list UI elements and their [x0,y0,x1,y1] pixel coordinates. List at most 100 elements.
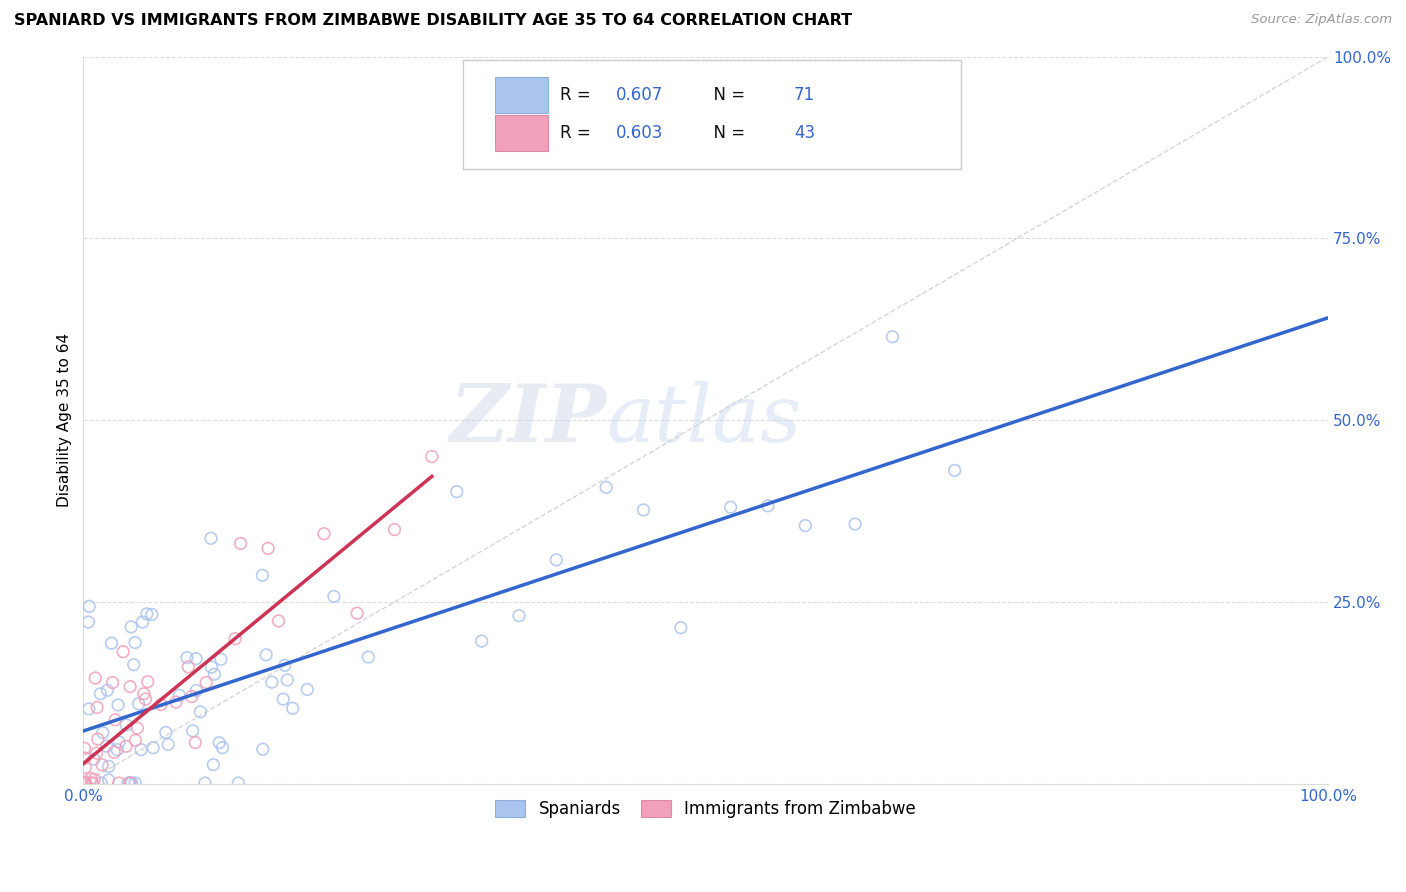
Point [115,739,138,754]
Point [595,480,617,494]
Point [91,725,114,739]
Point [177,660,200,674]
Point [104,713,127,727]
Point [186,683,208,698]
Point [254,648,277,662]
Point [224,632,246,646]
Point [184,736,207,750]
Point [200,531,222,545]
Point [322,590,344,604]
Text: SPANIARD VS IMMIGRANTS FROM ZIMBABWE DISABILITY AGE 35 TO 64 CORRELATION CHART: SPANIARD VS IMMIGRANTS FROM ZIMBABWE DIS… [14,13,852,29]
Point [228,776,250,790]
Text: 0.607: 0.607 [616,87,664,104]
Point [107,698,129,712]
Point [141,607,163,622]
Text: 71: 71 [794,87,815,104]
Point [274,658,297,673]
Point [121,776,143,790]
Text: Source: ZipAtlas.com: Source: ZipAtlas.com [1251,13,1392,27]
Point [176,650,198,665]
Point [97,759,120,773]
Point [77,599,100,614]
FancyBboxPatch shape [463,61,960,169]
Text: R =: R = [560,124,596,142]
Point [117,776,139,790]
Point [124,776,146,790]
Point [165,695,187,709]
Point [115,718,138,732]
Text: R =: R = [560,87,596,104]
Point [127,721,149,735]
Point [131,615,153,629]
Point [73,775,96,789]
Point [86,746,108,760]
Point [508,608,530,623]
Point [208,736,231,750]
Point [346,606,368,620]
Point [132,687,155,701]
Point [194,776,217,790]
Point [633,503,655,517]
Point [128,697,150,711]
Point [124,635,146,649]
Point [87,732,110,747]
Point [103,745,125,759]
Point [122,657,145,672]
Point [129,742,152,756]
Point [195,675,218,690]
Point [73,776,96,790]
Point [229,536,252,550]
Point [357,650,380,665]
Point [84,671,107,685]
Point [312,526,335,541]
Point [756,499,779,513]
Point [257,541,280,556]
Point [75,776,97,790]
Point [271,692,294,706]
Point [943,463,966,477]
Point [100,636,122,650]
Point [882,330,904,344]
Point [135,607,157,621]
Text: atlas: atlas [606,382,801,459]
Point [73,776,96,790]
Point [108,735,131,749]
Point [77,702,100,716]
Point [105,742,128,756]
Point [91,757,114,772]
Point [86,700,108,714]
Text: ZIP: ZIP [450,382,606,459]
Point [252,742,274,756]
Point [169,689,191,703]
Point [267,614,290,628]
Point [157,738,180,752]
Point [75,776,97,790]
Point [82,776,104,790]
Point [181,723,204,738]
Point [136,674,159,689]
Point [252,568,274,582]
Point [124,733,146,747]
Point [384,523,406,537]
FancyBboxPatch shape [495,78,547,113]
Point [184,651,207,665]
Point [150,698,173,712]
Point [75,760,97,774]
Point [446,484,468,499]
Point [471,634,494,648]
Point [107,776,129,790]
Point [844,516,866,531]
Point [80,776,103,790]
Point [73,741,96,756]
Point [211,740,233,755]
Text: 0.603: 0.603 [616,124,664,142]
Text: N =: N = [703,87,751,104]
Point [669,621,692,635]
Point [101,675,124,690]
Text: 43: 43 [794,124,815,142]
Point [120,776,142,790]
Point [90,776,112,790]
Point [118,776,141,790]
Point [75,751,97,765]
Point [120,680,142,694]
